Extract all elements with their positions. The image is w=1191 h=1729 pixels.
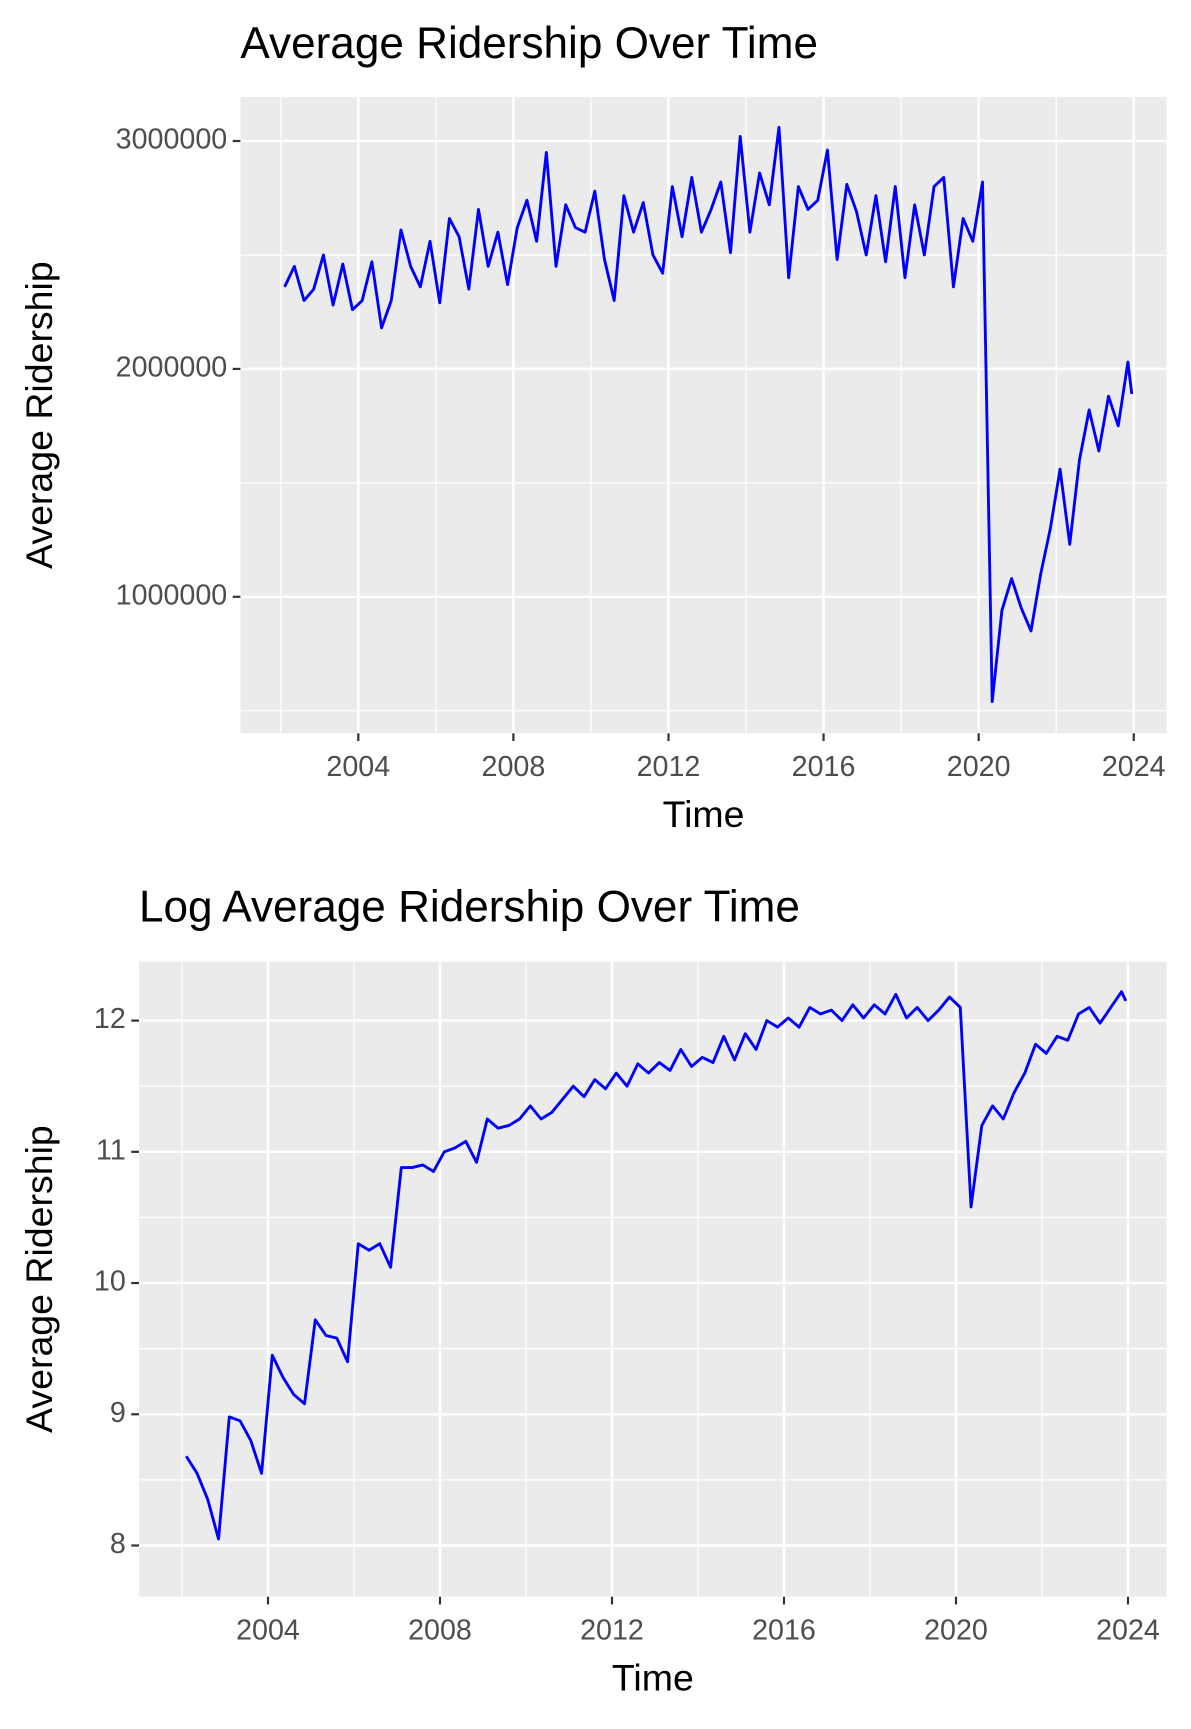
y-tick-label: 8: [110, 1528, 126, 1560]
x-axis-label: Time: [663, 793, 745, 835]
data-line: [185, 990, 1128, 1541]
panel: [138, 961, 1167, 1597]
x-tick-label: 2004: [326, 751, 390, 783]
y-tick-label: 1000000: [116, 579, 228, 611]
x-tick-label: 2024: [1096, 1615, 1160, 1647]
panel: [240, 97, 1167, 734]
x-tick-label: 2012: [580, 1615, 644, 1647]
x-tick-label: 2016: [752, 1615, 816, 1647]
data-line: [283, 125, 1134, 704]
y-axis-label: Average Ridership: [18, 261, 60, 569]
y-tick-label: 9: [110, 1397, 126, 1429]
x-tick-label: 2012: [637, 751, 701, 783]
x-axis-label: Time: [612, 1656, 694, 1698]
x-tick-label: 2020: [947, 751, 1011, 783]
x-tick-label: 2016: [792, 751, 856, 783]
y-tick-label: 2000000: [116, 351, 228, 383]
chart-title: Average Ridership Over Time: [240, 19, 818, 68]
x-tick-label: 2008: [408, 1615, 472, 1647]
x-tick-label: 2004: [236, 1615, 300, 1647]
y-tick-label: 12: [94, 1003, 126, 1035]
y-tick-label: 11: [96, 1134, 126, 1166]
x-tick-label: 2020: [924, 1615, 988, 1647]
chart-title: Log Average Ridership Over Time: [139, 882, 800, 931]
y-tick-label: 3000000: [116, 124, 228, 156]
x-tick-label: 2024: [1102, 751, 1166, 783]
y-axis-label: Average Ridership: [18, 1125, 60, 1433]
x-tick-label: 2008: [482, 751, 546, 783]
y-tick-label: 10: [94, 1266, 126, 1298]
